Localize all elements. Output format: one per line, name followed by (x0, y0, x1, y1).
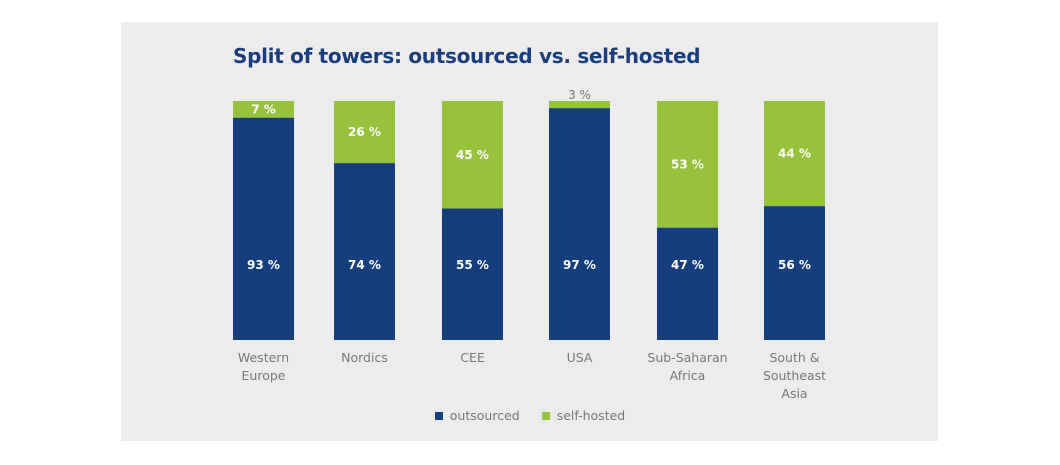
category-label-line: CEE (460, 350, 485, 365)
category-label-line: Asia (781, 386, 808, 401)
category-label-line: Nordics (341, 350, 388, 365)
category-label: Western Europe (209, 349, 319, 385)
bar-outsourced (233, 117, 294, 340)
bar-outsourced (549, 108, 610, 340)
data-label-outsourced: 93 % (247, 258, 280, 272)
data-label-self-hosted: 53 % (671, 157, 704, 171)
legend: outsourced self-hosted (0, 408, 1060, 423)
category-label-line: Europe (241, 368, 286, 383)
data-label-outsourced: 97 % (563, 258, 596, 272)
category-label: South & Southeast Asia (740, 349, 850, 403)
legend-label: self-hosted (556, 408, 626, 423)
bar-outsourced (764, 206, 825, 340)
category-label-line: Southeast (762, 368, 827, 383)
bar-self-hosted (549, 101, 610, 109)
category-label-line: Western (237, 350, 290, 365)
bar-outsourced (442, 208, 503, 340)
legend-label: outsourced (449, 408, 520, 423)
bar-self-hosted (334, 101, 395, 164)
data-label-self-hosted: 44 % (778, 147, 811, 161)
category-label-line: Africa (669, 368, 706, 383)
bar-outsourced (334, 163, 395, 340)
category-label-line: Sub-Saharan (647, 350, 728, 365)
bar-self-hosted (442, 101, 503, 209)
category-label: Sub-Saharan Africa (633, 349, 743, 385)
legend-item-outsourced: outsourced (434, 408, 520, 423)
category-label: USA (525, 349, 635, 367)
data-label-self-hosted: 3 % (568, 88, 591, 102)
data-label-self-hosted: 45 % (456, 148, 489, 162)
data-label-outsourced: 74 % (348, 258, 381, 272)
category-label-line: South & (769, 350, 820, 365)
legend-item-self-hosted: self-hosted (541, 408, 626, 423)
data-label-self-hosted: 26 % (348, 125, 381, 139)
chart-title: Split of towers: outsourced vs. self-hos… (233, 44, 701, 68)
category-label-line: USA (566, 350, 593, 365)
data-label-outsourced: 55 % (456, 258, 489, 272)
bar-self-hosted (233, 101, 294, 118)
bar-self-hosted (764, 101, 825, 207)
bar-outsourced (657, 227, 718, 340)
legend-swatch (541, 411, 550, 420)
bar-self-hosted (657, 101, 718, 228)
category-label: CEE (418, 349, 528, 367)
data-label-outsourced: 47 % (671, 258, 704, 272)
data-label-outsourced: 56 % (778, 258, 811, 272)
category-label: Nordics (310, 349, 420, 367)
data-label-self-hosted: 7 % (251, 102, 276, 116)
legend-swatch (434, 411, 443, 420)
